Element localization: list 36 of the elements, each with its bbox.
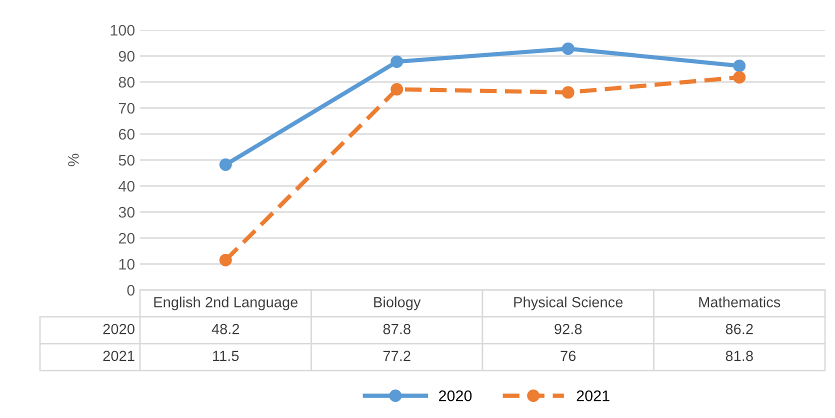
legend-label: 2020 <box>439 390 472 402</box>
point <box>562 42 574 55</box>
point <box>733 60 746 72</box>
y-tick-label: 30 <box>118 206 135 218</box>
data-label: 48.2 <box>212 324 240 334</box>
point <box>562 86 574 99</box>
y-tick-label: 0 <box>127 284 135 296</box>
x-tick-label: Biology <box>374 296 421 310</box>
data-label: 77.2 <box>383 350 410 361</box>
data-label: 81.8 <box>726 350 753 362</box>
data-label: 86.2 <box>726 324 753 334</box>
data-label: 87.8 <box>383 324 410 334</box>
y-tick-label: 40 <box>118 180 135 192</box>
y-axis-title: % <box>68 154 79 166</box>
x-tick-label: Physical Science <box>514 296 623 310</box>
y-tick-label: 10 <box>119 258 135 270</box>
x-tick-label: Mathematics <box>699 296 780 308</box>
point <box>390 83 404 96</box>
y-tick-label: 50 <box>118 154 135 166</box>
y-tick-label: 80 <box>118 76 135 88</box>
legend-label: 2021 <box>576 390 610 402</box>
data-label: 92.8 <box>554 324 582 334</box>
text: 2021 <box>103 350 134 362</box>
x-tick-label: English 2nd Language <box>154 296 298 310</box>
y-tick-label: 20 <box>118 232 135 244</box>
y-tick-label: 70 <box>118 102 135 114</box>
point <box>390 55 404 68</box>
point <box>733 71 746 84</box>
y-tick-label: 90 <box>118 50 135 62</box>
y-tick-label: 100 <box>110 24 135 36</box>
point <box>219 158 232 171</box>
data-label: 11.5 <box>213 350 239 362</box>
text: 2020 <box>103 324 134 334</box>
point <box>219 254 232 266</box>
y-tick-label: 60 <box>118 128 135 140</box>
data-label: 76 <box>560 350 576 362</box>
